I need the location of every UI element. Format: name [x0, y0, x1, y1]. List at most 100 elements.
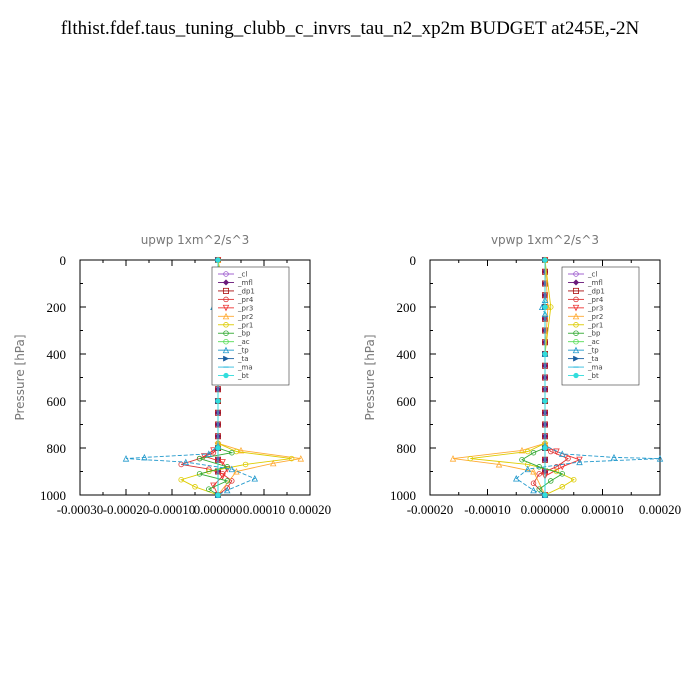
y-tick-label: 1000 [390, 488, 416, 503]
legend-label: _ma [587, 364, 603, 372]
legend-label: _tp [237, 347, 249, 355]
chart-title: upwp 1xm^2/s^3 [141, 233, 250, 247]
chart-panel-2: vpwp 1xm^2/s^3 Pressure [hPa] 0 200 400 600 80… [363, 233, 681, 517]
y-axis-label: Pressure [hPa] [13, 334, 27, 420]
legend-label: _bp [237, 330, 251, 338]
legend-label: _bp [587, 330, 601, 338]
y-axis-label: Pressure [hPa] [363, 334, 377, 420]
legend-marker [572, 346, 580, 354]
data-point [576, 456, 583, 464]
data-point [215, 257, 221, 263]
legend-marker [573, 287, 580, 294]
data-point [565, 455, 571, 462]
data-point [242, 461, 249, 468]
data-point [224, 464, 230, 470]
legend-marker [223, 296, 229, 303]
chart-panel-1: upwp 1xm^2/s^3 Pressure [hPa] 0 200 400 600 80… [13, 233, 331, 517]
x-tick-label: -0.00010 [149, 502, 196, 517]
data-point [559, 450, 566, 457]
y-tick-label: 0 [60, 253, 67, 268]
x-tick-label: 0.00020 [289, 502, 331, 517]
legend-label: _ta [237, 355, 249, 363]
data-point [571, 476, 577, 483]
y-tick-label: 600 [47, 394, 67, 409]
legend-marker [573, 355, 580, 362]
data-point [215, 492, 221, 498]
data-point [530, 449, 537, 456]
legend-label: _pr3 [237, 304, 253, 312]
data-point [237, 446, 245, 454]
data-point [449, 455, 457, 462]
legend-marker [222, 312, 230, 320]
x-tick-label: 0.00010 [243, 502, 285, 517]
legend-marker [573, 372, 579, 379]
x-tick-label: -0.00030 [57, 502, 104, 517]
series-bt [542, 257, 548, 498]
data-point [553, 448, 560, 456]
legend-label: _pr2 [587, 313, 603, 321]
legend-marker [573, 296, 579, 303]
data-point [219, 459, 226, 466]
data-point [196, 455, 203, 462]
y-tick-label: 0 [410, 253, 417, 268]
data-point [536, 486, 542, 492]
data-point [530, 480, 537, 486]
legend-marker [573, 330, 579, 336]
series-line [452, 259, 549, 496]
data-point [542, 398, 548, 404]
x-tick-label: -0.00020 [103, 502, 150, 517]
data-point [576, 458, 583, 466]
page-title: flthist.fdef.taus_tuning_clubb_c_invrs_t… [60, 18, 640, 39]
y-tick-label: 1000 [40, 488, 66, 503]
data-point [542, 351, 548, 357]
legend-box [561, 266, 640, 386]
data-point [297, 455, 305, 462]
legend-marker [572, 312, 580, 320]
x-tick-label: -0.00010 [464, 502, 511, 517]
y-tick-label: 800 [397, 441, 417, 456]
legend-marker [223, 355, 230, 362]
data-point [495, 460, 503, 468]
data-point [205, 450, 213, 457]
legend-box [211, 266, 290, 386]
legend-label: _tp [587, 347, 599, 355]
legend-marker [223, 322, 229, 328]
legend-marker [222, 279, 230, 286]
legend-label: _bt [587, 372, 599, 380]
x-tick-label: 0.000000 [521, 502, 570, 517]
legend-marker [222, 287, 229, 294]
series-pr1 [467, 257, 577, 498]
legend-marker [572, 304, 580, 312]
data-point [288, 455, 295, 462]
legend-marker [573, 338, 579, 345]
legend-marker [573, 271, 579, 277]
data-point [178, 476, 184, 483]
x-tick-label: 0.00010 [581, 502, 623, 517]
y-tick-label: 200 [397, 300, 417, 315]
legend-label: _ta [587, 355, 599, 363]
legend-label: _pr3 [587, 304, 603, 312]
data-point [530, 468, 537, 475]
data-point [467, 455, 473, 462]
data-point [542, 492, 548, 498]
data-point [542, 304, 548, 310]
legend-label: _mfl [237, 279, 253, 287]
data-point [548, 448, 554, 455]
x-tick-label: -0.00020 [407, 502, 454, 517]
data-point [229, 449, 235, 456]
legend-label: _pr1 [587, 321, 603, 329]
legend-label: _pr2 [237, 313, 253, 321]
data-point [542, 257, 548, 263]
data-point [206, 486, 212, 492]
data-point [519, 457, 525, 463]
y-tick-label: 400 [47, 347, 67, 362]
data-point [513, 475, 520, 482]
data-point [524, 465, 531, 473]
series-line [470, 259, 575, 496]
data-point [525, 448, 531, 455]
data-point [122, 455, 130, 462]
data-point [610, 453, 618, 461]
data-point [559, 471, 565, 477]
data-point [215, 445, 221, 451]
